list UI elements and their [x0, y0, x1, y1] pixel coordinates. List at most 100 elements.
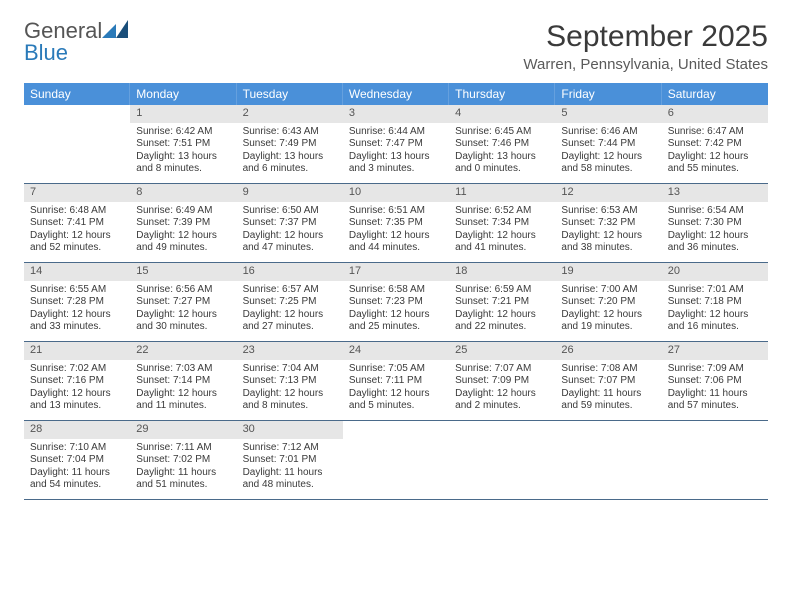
- daylight-text: Daylight: 12 hours and 30 minutes.: [136, 309, 230, 334]
- sunset-text: Sunset: 7:09 PM: [455, 375, 549, 388]
- sunrise-text: Sunrise: 6:53 AM: [561, 205, 655, 218]
- location: Warren, Pennsylvania, United States: [523, 56, 768, 73]
- sunrise-text: Sunrise: 7:05 AM: [349, 363, 443, 376]
- day-cell: 30Sunrise: 7:12 AMSunset: 7:01 PMDayligh…: [237, 421, 343, 499]
- sunset-text: Sunset: 7:44 PM: [561, 138, 655, 151]
- daylight-text: Daylight: 12 hours and 41 minutes.: [455, 230, 549, 255]
- sunset-text: Sunset: 7:18 PM: [668, 296, 762, 309]
- sunset-text: Sunset: 7:13 PM: [243, 375, 337, 388]
- daylight-text: Daylight: 12 hours and 13 minutes.: [30, 388, 124, 413]
- daylight-text: Daylight: 12 hours and 8 minutes.: [243, 388, 337, 413]
- daylight-text: Daylight: 12 hours and 5 minutes.: [349, 388, 443, 413]
- sunrise-text: Sunrise: 7:10 AM: [30, 442, 124, 455]
- week-row: 7Sunrise: 6:48 AMSunset: 7:41 PMDaylight…: [24, 184, 768, 263]
- date-number: [555, 421, 661, 439]
- date-number: 13: [662, 184, 768, 202]
- day-cell: 5Sunrise: 6:46 AMSunset: 7:44 PMDaylight…: [555, 105, 661, 183]
- date-number: 25: [449, 342, 555, 360]
- sunrise-text: Sunrise: 7:11 AM: [136, 442, 230, 455]
- daylight-text: Daylight: 12 hours and 52 minutes.: [30, 230, 124, 255]
- sunrise-text: Sunrise: 6:42 AM: [136, 126, 230, 139]
- date-number: 2: [237, 105, 343, 123]
- sunrise-text: Sunrise: 7:01 AM: [668, 284, 762, 297]
- day-cell: 22Sunrise: 7:03 AMSunset: 7:14 PMDayligh…: [130, 342, 236, 420]
- day-cell: 15Sunrise: 6:56 AMSunset: 7:27 PMDayligh…: [130, 263, 236, 341]
- sunset-text: Sunset: 7:16 PM: [30, 375, 124, 388]
- sunrise-text: Sunrise: 6:57 AM: [243, 284, 337, 297]
- day-cell: [24, 105, 130, 183]
- sunset-text: Sunset: 7:34 PM: [455, 217, 549, 230]
- day-cell: 19Sunrise: 7:00 AMSunset: 7:20 PMDayligh…: [555, 263, 661, 341]
- day-cell: 18Sunrise: 6:59 AMSunset: 7:21 PMDayligh…: [449, 263, 555, 341]
- sunrise-text: Sunrise: 6:50 AM: [243, 205, 337, 218]
- daylight-text: Daylight: 12 hours and 33 minutes.: [30, 309, 124, 334]
- date-number: 15: [130, 263, 236, 281]
- date-number: 24: [343, 342, 449, 360]
- sunset-text: Sunset: 7:04 PM: [30, 454, 124, 467]
- sunrise-text: Sunrise: 7:07 AM: [455, 363, 549, 376]
- sunrise-text: Sunrise: 6:52 AM: [455, 205, 549, 218]
- sunrise-text: Sunrise: 6:58 AM: [349, 284, 443, 297]
- day-cell: 25Sunrise: 7:07 AMSunset: 7:09 PMDayligh…: [449, 342, 555, 420]
- day-cell: 21Sunrise: 7:02 AMSunset: 7:16 PMDayligh…: [24, 342, 130, 420]
- sunset-text: Sunset: 7:25 PM: [243, 296, 337, 309]
- day-of-week-cell: Wednesday: [343, 83, 449, 105]
- day-of-week-cell: Monday: [130, 83, 236, 105]
- week-row: 21Sunrise: 7:02 AMSunset: 7:16 PMDayligh…: [24, 342, 768, 421]
- daylight-text: Daylight: 13 hours and 6 minutes.: [243, 151, 337, 176]
- date-number: [449, 421, 555, 439]
- daylight-text: Daylight: 12 hours and 25 minutes.: [349, 309, 443, 334]
- sunrise-text: Sunrise: 7:12 AM: [243, 442, 337, 455]
- sunset-text: Sunset: 7:14 PM: [136, 375, 230, 388]
- sunrise-text: Sunrise: 6:47 AM: [668, 126, 762, 139]
- day-cell: 26Sunrise: 7:08 AMSunset: 7:07 PMDayligh…: [555, 342, 661, 420]
- day-cell: 14Sunrise: 6:55 AMSunset: 7:28 PMDayligh…: [24, 263, 130, 341]
- sunrise-text: Sunrise: 7:03 AM: [136, 363, 230, 376]
- day-of-week-cell: Saturday: [662, 83, 768, 105]
- day-cell: 16Sunrise: 6:57 AMSunset: 7:25 PMDayligh…: [237, 263, 343, 341]
- weeks-container: 1Sunrise: 6:42 AMSunset: 7:51 PMDaylight…: [24, 105, 768, 500]
- date-number: 8: [130, 184, 236, 202]
- sunset-text: Sunset: 7:07 PM: [561, 375, 655, 388]
- date-number: 10: [343, 184, 449, 202]
- date-number: [662, 421, 768, 439]
- date-number: 11: [449, 184, 555, 202]
- date-number: 19: [555, 263, 661, 281]
- daylight-text: Daylight: 11 hours and 48 minutes.: [243, 467, 337, 492]
- day-cell: 10Sunrise: 6:51 AMSunset: 7:35 PMDayligh…: [343, 184, 449, 262]
- title-block: September 2025 Warren, Pennsylvania, Uni…: [523, 20, 768, 73]
- date-number: 9: [237, 184, 343, 202]
- sunrise-text: Sunrise: 6:48 AM: [30, 205, 124, 218]
- brand-name-b: Blue: [24, 40, 68, 65]
- day-cell: 11 Sunrise: 6:52 AMSunset: 7:34 PMDayligh…: [449, 184, 555, 262]
- day-cell: 28Sunrise: 7:10 AMSunset: 7:04 PMDayligh…: [24, 421, 130, 499]
- daylight-text: Daylight: 11 hours and 59 minutes.: [561, 388, 655, 413]
- date-number: 3: [343, 105, 449, 123]
- daylight-text: Daylight: 12 hours and 19 minutes.: [561, 309, 655, 334]
- sunset-text: Sunset: 7:06 PM: [668, 375, 762, 388]
- day-cell: [449, 421, 555, 499]
- day-cell: 8Sunrise: 6:49 AMSunset: 7:39 PMDaylight…: [130, 184, 236, 262]
- daylight-text: Daylight: 12 hours and 11 minutes.: [136, 388, 230, 413]
- daylight-text: Daylight: 12 hours and 55 minutes.: [668, 151, 762, 176]
- date-number: 20: [662, 263, 768, 281]
- date-number: [24, 105, 130, 123]
- daylight-text: Daylight: 11 hours and 51 minutes.: [136, 467, 230, 492]
- sunset-text: Sunset: 7:11 PM: [349, 375, 443, 388]
- sunrise-text: Sunrise: 6:59 AM: [455, 284, 549, 297]
- day-cell: 2Sunrise: 6:43 AMSunset: 7:49 PMDaylight…: [237, 105, 343, 183]
- sunset-text: Sunset: 7:35 PM: [349, 217, 443, 230]
- date-number: 1: [130, 105, 236, 123]
- date-number: 6: [662, 105, 768, 123]
- day-cell: 7Sunrise: 6:48 AMSunset: 7:41 PMDaylight…: [24, 184, 130, 262]
- sunset-text: Sunset: 7:30 PM: [668, 217, 762, 230]
- sunset-text: Sunset: 7:47 PM: [349, 138, 443, 151]
- date-number: [343, 421, 449, 439]
- sunrise-text: Sunrise: 6:51 AM: [349, 205, 443, 218]
- day-of-week-cell: Tuesday: [237, 83, 343, 105]
- date-number: 27: [662, 342, 768, 360]
- day-cell: 12Sunrise: 6:53 AMSunset: 7:32 PMDayligh…: [555, 184, 661, 262]
- date-number: 29: [130, 421, 236, 439]
- sunrise-text: Sunrise: 6:55 AM: [30, 284, 124, 297]
- sunset-text: Sunset: 7:37 PM: [243, 217, 337, 230]
